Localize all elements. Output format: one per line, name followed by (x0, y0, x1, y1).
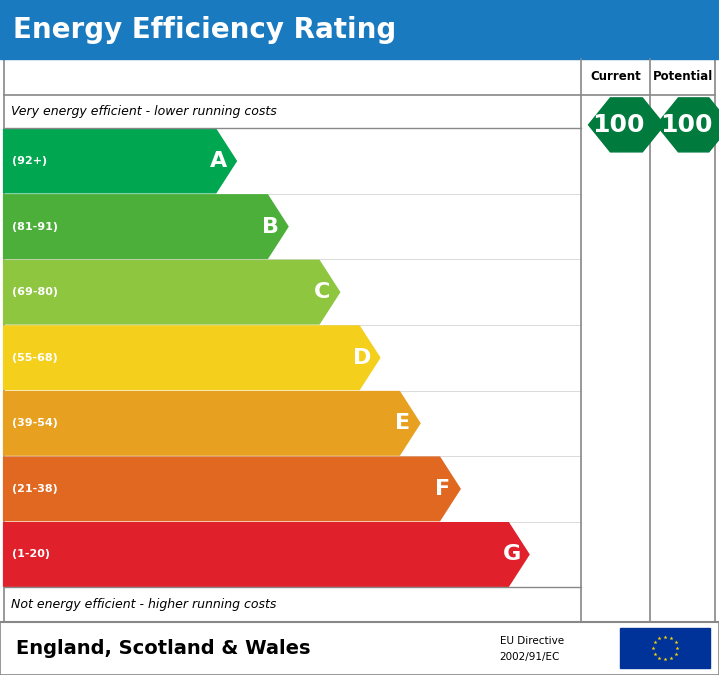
Text: (55-68): (55-68) (12, 353, 58, 362)
Text: C: C (314, 282, 331, 302)
Text: 100: 100 (660, 113, 713, 137)
Text: B: B (262, 217, 279, 237)
Polygon shape (589, 98, 664, 152)
Text: Energy Efficiency Rating: Energy Efficiency Rating (13, 16, 396, 44)
Polygon shape (656, 98, 719, 152)
Text: G: G (503, 545, 521, 564)
Text: 100: 100 (592, 113, 645, 137)
Text: England, Scotland & Wales: England, Scotland & Wales (16, 639, 311, 658)
Text: Potential: Potential (653, 70, 713, 84)
Text: A: A (211, 151, 228, 171)
Text: Current: Current (590, 70, 641, 84)
Text: D: D (353, 348, 372, 368)
Text: (21-38): (21-38) (12, 484, 58, 494)
Polygon shape (4, 130, 237, 193)
Bar (4, 59, 715, 622)
Text: Not energy efficient - higher running costs: Not energy efficient - higher running co… (11, 598, 276, 612)
Text: (81-91): (81-91) (12, 221, 58, 232)
Polygon shape (4, 195, 288, 259)
Bar (0, 622, 719, 675)
Polygon shape (4, 522, 529, 586)
Text: (1-20): (1-20) (12, 549, 50, 560)
Polygon shape (4, 326, 380, 389)
Text: (39-54): (39-54) (12, 418, 58, 429)
Polygon shape (4, 457, 460, 520)
Text: (69-80): (69-80) (12, 287, 58, 297)
Polygon shape (4, 392, 420, 455)
Bar (620, 628, 710, 668)
Bar (0, 0, 719, 59)
Text: 2002/91/EC: 2002/91/EC (500, 652, 560, 662)
Text: Very energy efficient - lower running costs: Very energy efficient - lower running co… (11, 105, 277, 118)
Text: EU Directive: EU Directive (500, 636, 564, 645)
Text: (92+): (92+) (12, 156, 47, 166)
Text: F: F (435, 479, 450, 499)
Text: E: E (395, 413, 410, 433)
Polygon shape (4, 261, 339, 324)
